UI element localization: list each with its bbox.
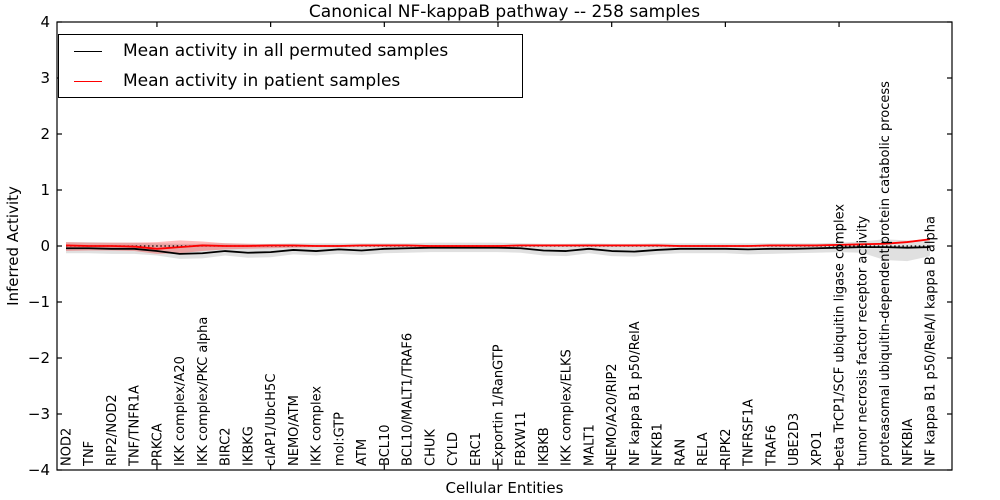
entity-tick-label: mol:GTP bbox=[332, 412, 347, 466]
legend-item: Mean activity in patient samples bbox=[74, 68, 522, 94]
legend-line-swatch bbox=[74, 80, 102, 82]
chart-title: Canonical NF-kappaB pathway -- 258 sampl… bbox=[308, 2, 701, 22]
y-tick-label: 1 bbox=[40, 181, 50, 199]
entity-tick-label: Exportin 1/RanGTP bbox=[492, 344, 507, 466]
x-axis-label: Cellular Entities bbox=[445, 479, 564, 497]
series-line-permuted bbox=[66, 246, 931, 255]
entity-tick-label: NFKBIA bbox=[901, 419, 916, 466]
entity-tick-label: ATM bbox=[355, 439, 370, 466]
entity-tick-label: proteasomal ubiquitin-dependent protein … bbox=[878, 81, 893, 466]
entity-tick-label: NFKB1 bbox=[651, 423, 666, 466]
y-axis-label: Inferred Activity bbox=[4, 186, 22, 306]
entity-tick-label: CYLD bbox=[446, 432, 461, 466]
legend-item-label: Mean activity in patient samples bbox=[123, 71, 401, 91]
entity-tick-label: RELA bbox=[696, 432, 711, 466]
series-line-patient bbox=[65, 238, 931, 250]
entity-tick-label: TNF/TNFR1A bbox=[128, 385, 143, 467]
legend-item: Mean activity in all permuted samples bbox=[74, 38, 522, 64]
legend: Mean activity in all permuted samples Mea… bbox=[58, 34, 523, 98]
entity-tick-label: tumor necrosis factor receptor activity bbox=[855, 215, 870, 466]
entity-tick-label: NF kappa B1 p50/RelA bbox=[628, 321, 643, 466]
entity-tick-label: IKK complex/A20 bbox=[173, 356, 188, 466]
entity-tick-label: RIP2/NOD2 bbox=[105, 394, 120, 466]
entity-tick-label: MALT1 bbox=[582, 424, 597, 466]
y-tick-label: −4 bbox=[28, 461, 50, 479]
entity-tick-label: BCL10 bbox=[378, 424, 393, 466]
y-tick-label: −3 bbox=[28, 405, 50, 423]
legend-item-label: Mean activity in all permuted samples bbox=[123, 41, 449, 61]
entity-tick-label: PRKCA bbox=[150, 423, 165, 466]
entity-tick-label: NF kappa B1 p50/RelA/I kappa B alpha bbox=[924, 216, 939, 466]
y-tick-label: 4 bbox=[40, 13, 50, 31]
entity-tick-label: TRAF6 bbox=[764, 425, 779, 467]
entity-tick-label: beta TrCP1/SCF ubiquitin ligase complex bbox=[833, 204, 848, 466]
entity-tick-label: IKBKG bbox=[241, 426, 256, 466]
entity-tick-label: IKBKB bbox=[537, 427, 552, 466]
entity-tick-label: ERC1 bbox=[469, 432, 484, 466]
entity-tick-label: TNFRSF1A bbox=[742, 399, 757, 467]
entity-tick-label: cIAP1/UbcH5C bbox=[264, 374, 279, 466]
y-tick-label: −2 bbox=[28, 349, 50, 367]
entity-tick-label: NEMO/ATM bbox=[287, 395, 302, 466]
entity-tick-label: IKK complex/ELKS bbox=[560, 349, 575, 466]
entity-tick-label: RIPK2 bbox=[719, 428, 734, 466]
entity-tick-label: BCL10/MALT1/TRAF6 bbox=[401, 333, 416, 466]
entity-tick-label: CHUK bbox=[423, 429, 438, 466]
entity-tick-label: NEMO/A20/RIP2 bbox=[605, 363, 620, 466]
entity-tick-label: BIRC2 bbox=[219, 428, 234, 467]
entity-tick-label: FBXW11 bbox=[514, 411, 529, 466]
entity-tick-label: RAN bbox=[673, 439, 688, 466]
entity-tick-label: UBE2D3 bbox=[787, 413, 802, 466]
y-tick-label: 3 bbox=[40, 69, 50, 87]
y-tick-label: 0 bbox=[40, 237, 50, 255]
entity-tick-label: IKK complex bbox=[310, 386, 325, 466]
legend-line-swatch bbox=[74, 50, 102, 52]
entity-tick-label: IKK complex/PKC alpha bbox=[196, 317, 211, 466]
entity-tick-label: NOD2 bbox=[60, 428, 75, 466]
entity-tick-label: TNF bbox=[82, 441, 97, 467]
y-tick-label: 2 bbox=[40, 125, 50, 143]
entity-tick-label: XPO1 bbox=[810, 431, 825, 466]
y-tick-label: −1 bbox=[28, 293, 50, 311]
